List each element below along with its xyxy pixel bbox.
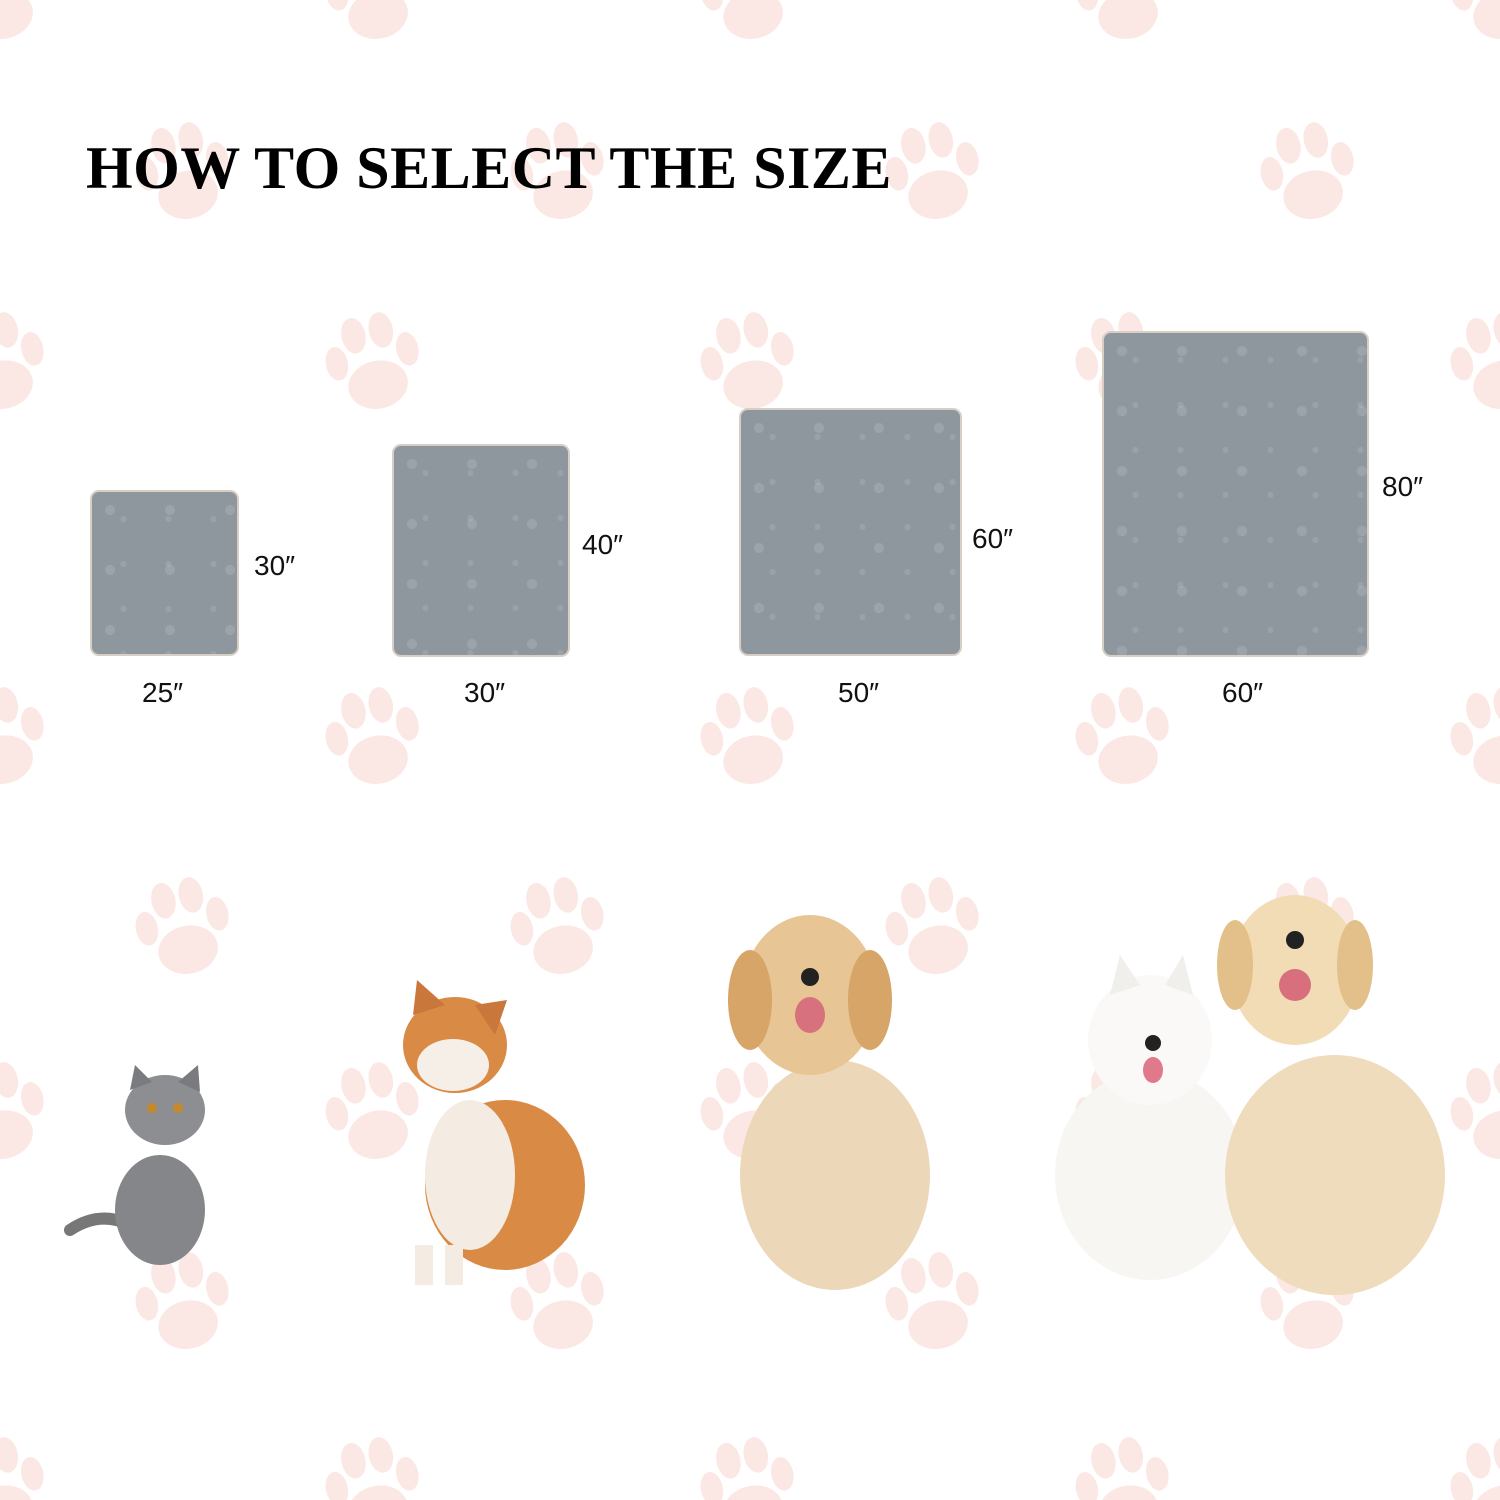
blanket-small-height: 30″ [254,550,296,581]
blanket-large-height: 60″ [972,523,1014,554]
paw-icon [325,1062,419,1159]
paw-icon [1260,122,1354,219]
paw-icon [0,312,44,409]
paw-icon [0,1062,44,1159]
paw-icon [135,122,229,219]
paw-icon [700,0,783,39]
blanket-medium-width: 30″ [464,677,506,708]
blanket-xlarge [1102,331,1369,657]
shiba-inu-image [403,980,585,1285]
paw-icon [885,122,979,219]
paw-icon [510,122,604,219]
blanket-small [90,490,239,656]
blanket-large [739,408,962,656]
paw-icon [885,877,979,974]
paw-icon [1075,1437,1169,1500]
paw-icon [325,687,419,784]
paw-icon [885,1252,979,1349]
blanket-medium [392,444,570,657]
paw-icon [1450,0,1500,39]
blanket-xlarge-height: 80″ [1382,471,1424,502]
paw-icon [1450,312,1500,409]
paw-icon [325,1437,419,1500]
paw-icon [325,0,408,39]
blanket-large-width: 50″ [838,677,880,708]
paw-icon [325,312,419,409]
paw-icon [510,877,604,974]
paw-icon [0,1437,44,1500]
paw-icon [700,312,794,409]
blanket-medium-height: 40″ [582,529,624,560]
golden-retriever-image [728,915,930,1290]
paw-icon [135,1252,229,1349]
paw-icon [0,687,44,784]
paw-icon [135,877,229,974]
paw-icon [0,0,33,39]
paw-icon [700,1437,794,1500]
blanket-small-width: 25″ [142,677,184,708]
page-title: HOW TO SELECT THE SIZE [86,135,892,201]
paw-icon [1450,1062,1500,1159]
paw-icon [700,687,794,784]
cat-image [64,1065,205,1265]
paw-icon [1450,687,1500,784]
paw-icon [510,1252,604,1349]
golden-retriever-large-image [1217,895,1445,1295]
paw-icon [1450,1437,1500,1500]
blanket-xlarge-width: 60″ [1222,677,1264,708]
samoyed-image [1055,955,1245,1280]
paw-icon [1075,687,1169,784]
paw-icon [1075,0,1158,39]
